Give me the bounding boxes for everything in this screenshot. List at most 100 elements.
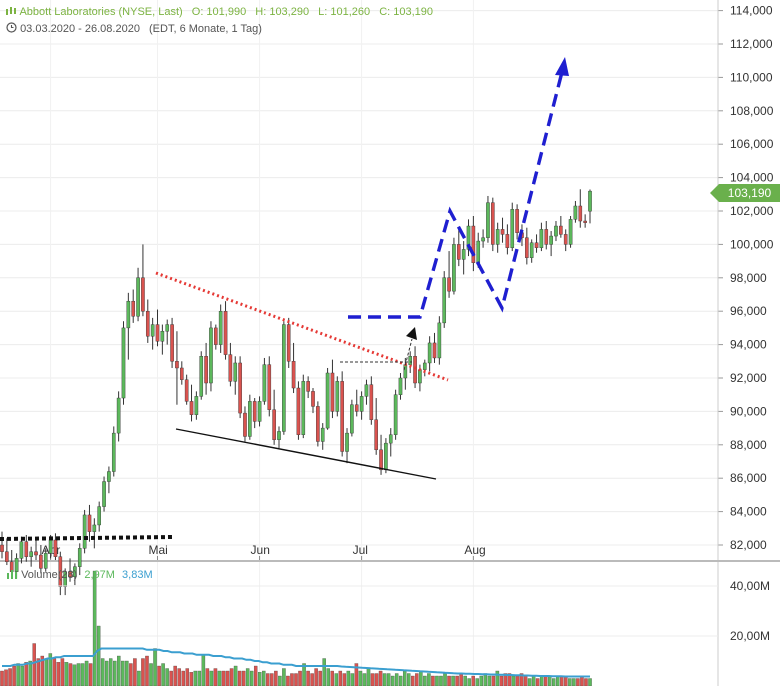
volume-bar	[125, 660, 129, 686]
volume-bar	[402, 670, 407, 686]
volume-moving-average	[2, 647, 590, 678]
candle	[141, 244, 145, 317]
candle-body	[92, 524, 97, 532]
volume-bar	[471, 675, 475, 686]
candle	[73, 563, 77, 586]
candle-body	[180, 367, 184, 380]
candle-body	[306, 381, 310, 392]
candle	[126, 292, 131, 360]
volume-bar	[145, 655, 149, 686]
volume-bar	[499, 675, 504, 686]
volume-bar	[330, 670, 334, 686]
volume-grid	[0, 585, 718, 637]
candle	[345, 428, 349, 464]
month-label: Mai	[149, 543, 168, 557]
volume-bar	[350, 673, 355, 686]
volume-bar	[523, 675, 528, 686]
volume-tick-label: 40,00M	[730, 579, 770, 593]
candle	[243, 406, 247, 442]
price-tick-label: 106,000	[730, 137, 774, 151]
price-tick-label: 86,000	[730, 471, 767, 485]
trend-annotations	[0, 57, 569, 541]
candle	[330, 359, 335, 419]
candle	[573, 200, 578, 223]
candle-body	[354, 404, 359, 412]
price-tick-label: 108,000	[730, 104, 774, 118]
candle	[422, 359, 427, 377]
volume-bar	[310, 673, 314, 686]
volume-bar	[475, 678, 479, 686]
volume-bar	[113, 660, 117, 686]
volume-bar	[48, 653, 53, 686]
volume-bar	[12, 665, 16, 686]
candle-body	[471, 225, 476, 263]
candle-body	[544, 229, 549, 245]
candle-body	[525, 237, 529, 258]
volume-bar	[378, 670, 383, 686]
candle	[282, 321, 286, 435]
volume-bar	[262, 670, 266, 686]
candle-body	[427, 342, 432, 364]
candle	[549, 231, 553, 257]
candle	[150, 317, 155, 350]
candle-body	[578, 205, 583, 222]
candle	[374, 398, 378, 455]
candle-body	[116, 397, 121, 434]
price-tick-label: 94,000	[730, 338, 767, 352]
candle-body	[500, 229, 505, 235]
volume-bar	[322, 658, 326, 686]
candle	[427, 336, 432, 372]
candle	[588, 189, 592, 224]
candle	[238, 356, 242, 419]
candle-body	[97, 506, 101, 526]
price-tick-label: 112,000	[730, 37, 773, 51]
candle-body	[286, 324, 291, 362]
volume-bar	[358, 670, 363, 686]
candle	[466, 219, 471, 257]
candle-body	[563, 234, 568, 245]
volume-bar	[185, 668, 190, 686]
volume-bar	[237, 670, 242, 686]
price-tick-label: 96,000	[730, 304, 767, 318]
candle-body	[325, 372, 330, 429]
volume-bar	[40, 655, 45, 686]
candle	[495, 222, 500, 253]
time-axis-labels: AprMaiJunJulAug	[42, 543, 486, 560]
candle	[442, 271, 447, 328]
candle-body	[374, 419, 378, 451]
candle	[286, 317, 291, 368]
volume-bar	[8, 668, 12, 686]
candle	[340, 371, 344, 457]
candle	[515, 204, 519, 240]
candle	[563, 229, 568, 252]
candle-body	[107, 471, 111, 482]
volume-bar	[463, 675, 467, 686]
volume-bar	[286, 675, 290, 686]
volume-bar	[229, 668, 234, 686]
candle-body	[573, 205, 578, 220]
candle-body	[63, 571, 67, 587]
candle-body	[170, 324, 174, 362]
candle-body	[43, 553, 48, 569]
volume-bar	[459, 673, 463, 686]
candle-body	[510, 209, 515, 248]
volume-bar	[495, 670, 500, 686]
projection-path	[348, 71, 564, 319]
price-tick-label: 84,000	[730, 505, 767, 519]
candle-body	[388, 434, 393, 444]
volume-bar	[386, 673, 391, 686]
candle-body	[432, 342, 437, 359]
volume-bar	[64, 662, 69, 686]
volume-bar	[531, 675, 536, 686]
candle-body	[155, 324, 160, 342]
breakout-arrow-line	[403, 338, 413, 371]
candle	[272, 389, 276, 445]
volume-axis-labels: 20,00M 40,00M	[730, 579, 770, 643]
candle	[388, 428, 393, 457]
volume-bar	[394, 673, 399, 686]
volume-bar	[298, 670, 302, 686]
candle-body	[150, 324, 155, 337]
volume-bar	[507, 673, 512, 686]
volume-bar	[52, 658, 57, 686]
candle-body	[136, 277, 140, 317]
